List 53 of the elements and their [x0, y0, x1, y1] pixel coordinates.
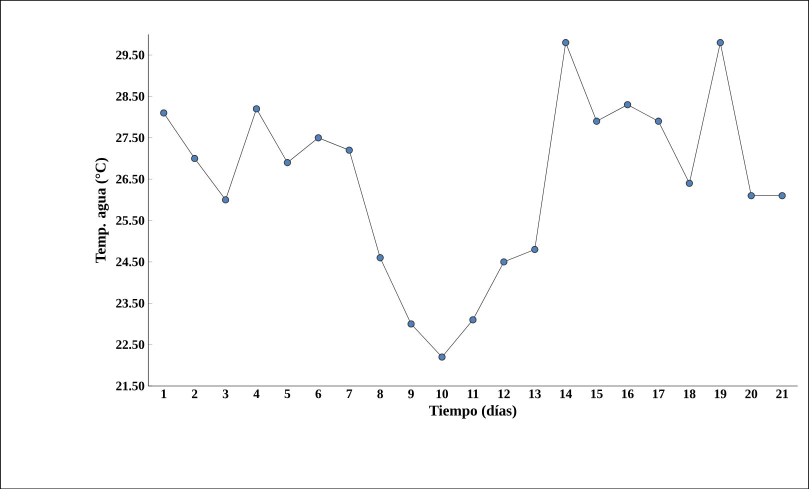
y-tick-label: 26.50 [116, 174, 144, 184]
point [376, 254, 384, 262]
x-tick-label: 7 [346, 389, 352, 398]
point [686, 180, 693, 187]
x-tick-label: 15 [591, 389, 603, 398]
point [284, 158, 291, 166]
x-tick-label: 5 [284, 389, 290, 398]
x-tick-label: 8 [377, 389, 383, 398]
y-tick-label: 22.50 [116, 340, 144, 349]
point [748, 192, 755, 200]
y-tick-label: 28.50 [116, 92, 144, 101]
y-tick-label: 24.50 [116, 257, 144, 266]
point [408, 320, 415, 328]
point [160, 109, 168, 116]
x-tick-label: 12 [498, 389, 510, 398]
x-tick-label: 19 [714, 389, 726, 398]
x-tick-label: 6 [316, 389, 322, 398]
y-tick-label: 29.50 [116, 50, 144, 60]
x-tick-label: 11 [468, 389, 478, 398]
x-tick-label: 14 [560, 389, 572, 398]
point [438, 353, 446, 360]
x-axis-title: Tiempo (días) [429, 404, 516, 418]
point [314, 134, 322, 142]
point [716, 38, 724, 46]
point [593, 118, 600, 125]
x-tick-label: 20 [745, 389, 758, 398]
point [778, 192, 786, 200]
x-tick-label: 17 [653, 389, 665, 398]
point [252, 105, 260, 112]
y-tick-label: 27.50 [116, 133, 144, 142]
point [654, 118, 662, 125]
point [222, 196, 230, 204]
x-tick-label: 16 [622, 389, 634, 398]
x-tick-label: 13 [529, 389, 541, 398]
x-tick-label: 1 [162, 389, 166, 398]
x-tick-label: 18 [684, 389, 696, 398]
x-tick-label: 10 [436, 389, 448, 398]
y-tick-label: 25.50 [116, 216, 144, 225]
point [531, 246, 538, 253]
y-axis-title: Temp. agua (°C) [95, 158, 109, 263]
y-tick-label: 23.50 [116, 298, 144, 308]
point [562, 38, 570, 46]
point [191, 154, 198, 162]
y-tick-label: 21.50 [116, 381, 144, 390]
x-tick-label: 9 [408, 389, 414, 398]
x-tick-label: 21 [776, 389, 788, 398]
point [624, 100, 632, 108]
point [469, 316, 477, 324]
x-tick-label: 3 [222, 389, 228, 398]
x-tick-label: 4 [253, 389, 260, 398]
point [346, 146, 353, 154]
point [500, 258, 508, 266]
x-tick-label: 2 [192, 389, 198, 398]
